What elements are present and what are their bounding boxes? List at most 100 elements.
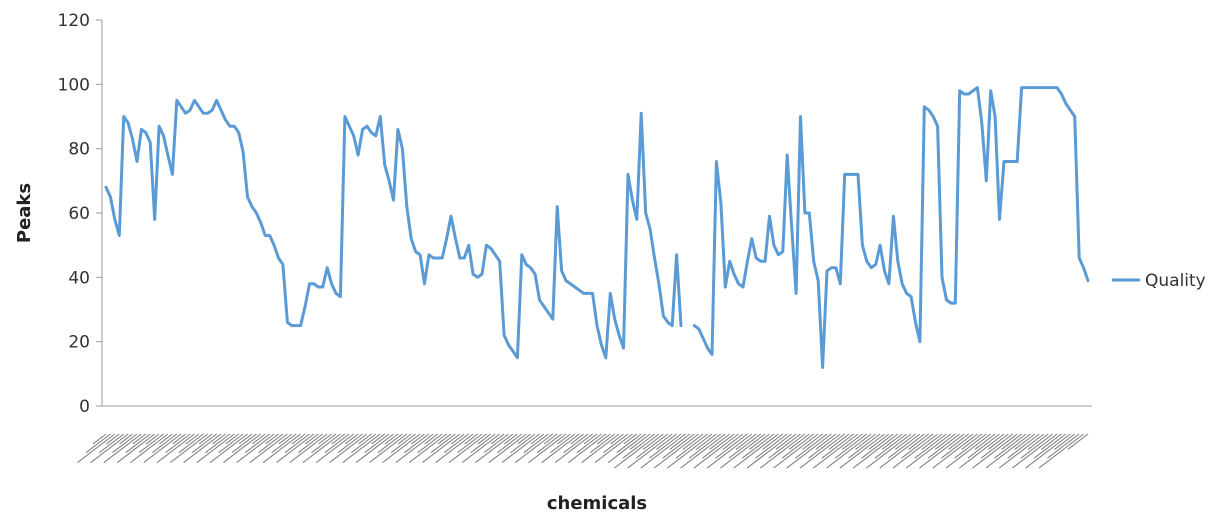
x-category-label-mark [198, 433, 213, 445]
x-category-label-mark [702, 433, 735, 459]
x-category-label-mark [759, 433, 806, 469]
x-category-label-mark [437, 433, 452, 445]
x-category-label-mark [145, 433, 160, 445]
x-category-label-mark [795, 433, 828, 459]
x-category-label-mark [344, 433, 359, 445]
x-category-label-mark [435, 433, 474, 464]
x-category-label-mark [311, 433, 337, 454]
x-category-label-mark [132, 433, 147, 445]
x-category-label-mark [165, 433, 191, 454]
x-category-label-mark [563, 433, 589, 454]
x-category-label-mark [706, 433, 753, 469]
x-category-label-mark [695, 433, 717, 450]
x-category-label-mark [775, 433, 797, 450]
x-category-label-mark [1014, 433, 1036, 450]
x-category-label-mark [490, 433, 505, 445]
x-category-label-mark [1040, 433, 1062, 450]
x-category-label-mark [178, 433, 204, 454]
x-category-label-mark [693, 433, 739, 469]
x-category-label-mark [855, 433, 877, 450]
x-category-label-mark [265, 433, 279, 445]
x-category-label-mark [464, 433, 478, 445]
x-category-label-mark [271, 433, 297, 454]
x-category-label-mark [430, 433, 456, 454]
y-tick-label: 120 [58, 11, 90, 31]
x-category-label-mark [119, 433, 133, 445]
x-category-label-mark [635, 433, 669, 459]
x-category-label-mark [496, 433, 523, 454]
x-category-label-mark [504, 433, 518, 445]
x-category-label-mark [649, 433, 682, 459]
x-category-label-mark [238, 433, 253, 445]
x-category-label-mark [130, 433, 169, 464]
x-category-label-mark [749, 433, 770, 450]
x-category-label-mark [755, 433, 788, 459]
x-category-label-mark [568, 433, 607, 464]
x-category-label-mark [623, 433, 638, 445]
x-category-label-mark [156, 433, 195, 464]
x-category-label-mark [1033, 433, 1067, 459]
x-category-label-mark [488, 433, 527, 464]
x-category-label-mark [329, 433, 368, 464]
x-category-label-mark [720, 433, 766, 469]
x-category-label-mark [448, 433, 487, 464]
x-category-label-mark [324, 433, 350, 454]
x-category-label-mark [125, 433, 151, 454]
x-category-label-mark [570, 433, 585, 445]
x-category-label-mark [218, 433, 244, 454]
x-category-label-mark [1025, 433, 1071, 469]
x-category-label-mark [1012, 433, 1058, 469]
x-category-label-mark [958, 433, 1005, 469]
y-tick-label: 100 [58, 75, 90, 95]
x-category-label-mark [607, 433, 646, 464]
x-category-label-mark [457, 433, 483, 454]
x-category-label-mark [98, 433, 125, 454]
x-category-label-mark [781, 433, 815, 459]
x-category-label-mark [932, 433, 978, 469]
x-category-label-mark [892, 433, 938, 469]
x-category-label-mark [1067, 433, 1089, 450]
x-category-label-mark [404, 433, 430, 454]
x-category-label-mark [887, 433, 921, 459]
x-category-label-mark [85, 433, 111, 454]
x-category-label-mark [921, 433, 943, 450]
x-category-label-mark [1027, 433, 1049, 450]
x-category-label-mark [622, 433, 655, 459]
x-category-label-mark [662, 433, 695, 459]
x-category-label-mark [351, 433, 377, 454]
x-category-label-mark [355, 433, 394, 464]
x-category-label-mark [914, 433, 947, 459]
x-category-label-mark [861, 433, 894, 459]
x-category-label-mark [735, 433, 757, 450]
x-category-label-mark [470, 433, 496, 454]
x-category-label-mark [815, 433, 837, 450]
x-category-label-mark [940, 433, 974, 459]
x-category-label-mark [841, 433, 863, 450]
x-category-label-mark [172, 433, 186, 445]
x-category-label-mark [475, 433, 514, 464]
x-category-label-mark [251, 433, 266, 445]
x-category-label-mark [384, 433, 399, 445]
x-category-label-mark [715, 433, 748, 459]
x-category-label-mark [954, 433, 987, 459]
x-category-label-mark [994, 433, 1027, 459]
x-category-label-mark [682, 433, 704, 450]
x-category-label-mark [596, 433, 611, 445]
x-category-label-mark [231, 433, 257, 454]
x-category-label-mark [143, 433, 182, 464]
x-category-label-mark [1047, 433, 1080, 459]
x-category-label-mark [868, 433, 890, 450]
x-category-label-mark [77, 433, 116, 464]
x-category-label-mark [517, 433, 531, 445]
x-category-label-mark [1054, 433, 1076, 450]
x-category-label-mark [291, 433, 306, 445]
x-category-label-mark [528, 433, 567, 464]
x-category-label-mark [987, 433, 1009, 450]
x-category-label-mark [318, 433, 332, 445]
x-category-label-mark [183, 433, 222, 464]
x-category-label-mark [802, 433, 823, 450]
x-category-label-mark [961, 433, 983, 450]
x-category-label-mark [543, 433, 558, 445]
